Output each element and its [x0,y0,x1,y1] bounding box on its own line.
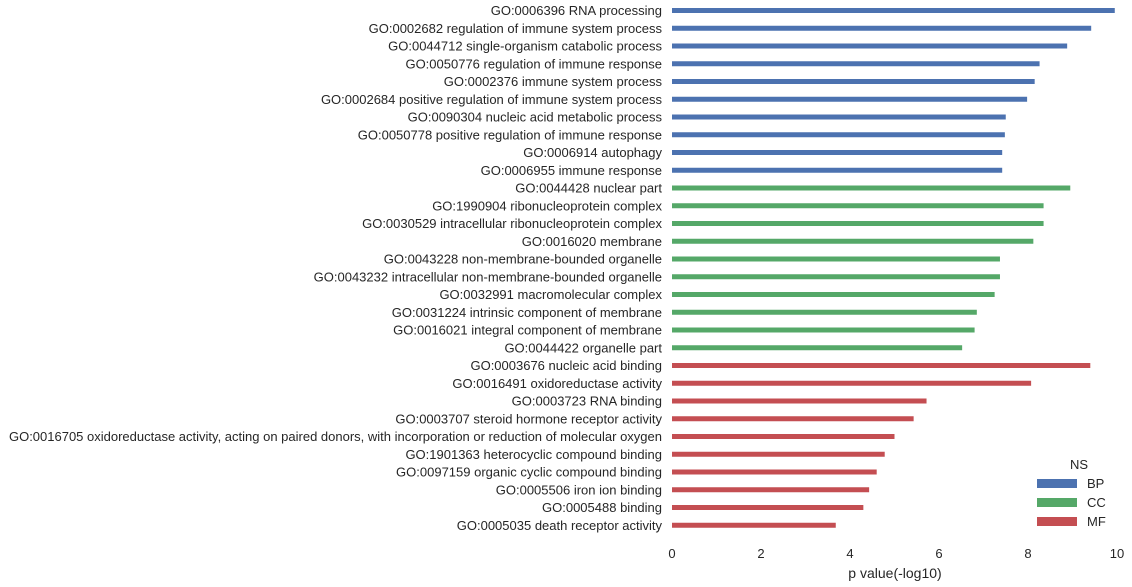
legend-label-mf: MF [1087,514,1106,529]
category-label: GO:0006396 RNA processing [491,3,662,18]
category-label: GO:0044428 nuclear part [515,181,662,196]
category-label: GO:0003676 nucleic acid binding [470,358,662,373]
x-axis: 0 2 4 6 8 10 [668,546,1124,561]
category-label: GO:0016021 integral component of membran… [393,323,662,338]
category-label: GO:0005035 death receptor activity [457,518,663,533]
bar-mf-24 [672,434,895,439]
x-axis-title: p value(-log10) [848,565,941,581]
bar-cc-10 [672,185,1071,191]
category-label: GO:1901363 heterocyclic compound binding [405,447,662,462]
legend: NS BP CC MF [1037,457,1106,529]
bar-bp-0 [672,8,1115,13]
bars-layer [672,8,1115,528]
category-label: GO:0006955 immune response [481,163,662,178]
category-label: GO:0090304 nucleic acid metabolic proces… [408,110,663,125]
category-label: GO:0006914 autophagy [523,145,662,160]
category-label: GO:0002376 immune system process [444,74,663,89]
x-tick-label: 6 [935,546,942,561]
bar-cc-14 [672,256,1000,262]
category-label: GO:0031224 intrinsic component of membra… [392,305,662,320]
category-label: GO:0044712 single-organism catabolic pro… [388,39,662,54]
bar-mf-20 [672,363,1091,368]
bar-cc-13 [672,238,1034,244]
category-label: GO:0003707 steroid hormone receptor acti… [395,411,662,426]
bar-bp-7 [672,132,1005,138]
bar-bp-4 [672,79,1035,84]
category-labels: GO:0006396 RNA processing GO:0002682 regu… [9,3,663,533]
category-label: GO:0005488 binding [542,500,662,515]
category-label: GO:0050776 regulation of immune response [405,56,662,71]
bar-mf-23 [672,416,914,422]
bar-cc-15 [672,274,1000,280]
category-label: GO:0030529 intracellular ribonucleoprote… [362,216,662,231]
bar-mf-26 [672,469,877,475]
bar-mf-27 [672,487,870,493]
category-label: GO:0016491 oxidoreductase activity [452,376,662,391]
category-label: GO:0016020 membrane [522,234,662,249]
category-label: GO:0043232 intracellular non-membrane-bo… [314,269,662,284]
bar-cc-19 [672,345,963,351]
category-label: GO:0044422 organelle part [504,340,662,355]
bar-cc-16 [672,292,995,297]
bar-bp-5 [672,96,1028,102]
bar-bp-3 [672,61,1040,67]
bar-mf-22 [672,398,927,404]
legend-title: NS [1070,457,1088,472]
x-tick-label: 8 [1024,546,1031,561]
bar-bp-2 [672,43,1068,49]
category-label: GO:0003723 RNA binding [512,394,662,409]
category-label: GO:0005506 iron ion binding [496,482,662,497]
legend-label-cc: CC [1087,495,1106,510]
legend-swatch-mf [1037,517,1077,526]
bar-bp-6 [672,114,1006,120]
bar-cc-17 [672,309,977,315]
bar-mf-25 [672,451,885,457]
x-tick-label: 4 [846,546,853,561]
bar-bp-8 [672,150,1003,155]
bar-mf-21 [672,380,1032,386]
legend-swatch-bp [1037,479,1077,488]
legend-swatch-cc [1037,498,1077,507]
category-label: GO:0050778 positive regulation of immune… [358,127,662,142]
bar-mf-28 [672,505,864,510]
x-tick-label: 0 [668,546,675,561]
category-label: GO:0097159 organic cyclic compound bindi… [396,465,662,480]
category-label: GO:0032991 macromolecular complex [439,287,662,302]
x-tick-label: 2 [757,546,764,561]
bar-bp-1 [672,25,1092,31]
legend-label-bp: BP [1087,476,1104,491]
x-tick-label: 10 [1110,546,1124,561]
bar-bp-9 [672,167,1003,173]
category-label: GO:1990904 ribonucleoprotein complex [432,198,662,213]
bar-mf-29 [672,522,836,528]
category-label: GO:0002684 positive regulation of immune… [321,92,663,107]
category-label: GO:0002682 regulation of immune system p… [369,21,663,36]
bar-cc-11 [672,203,1044,209]
category-label: GO:0043228 non-membrane-bounded organell… [384,252,662,267]
bar-cc-18 [672,327,975,333]
category-label: GO:0016705 oxidoreductase activity, acti… [9,429,662,444]
bar-cc-12 [672,221,1044,226]
